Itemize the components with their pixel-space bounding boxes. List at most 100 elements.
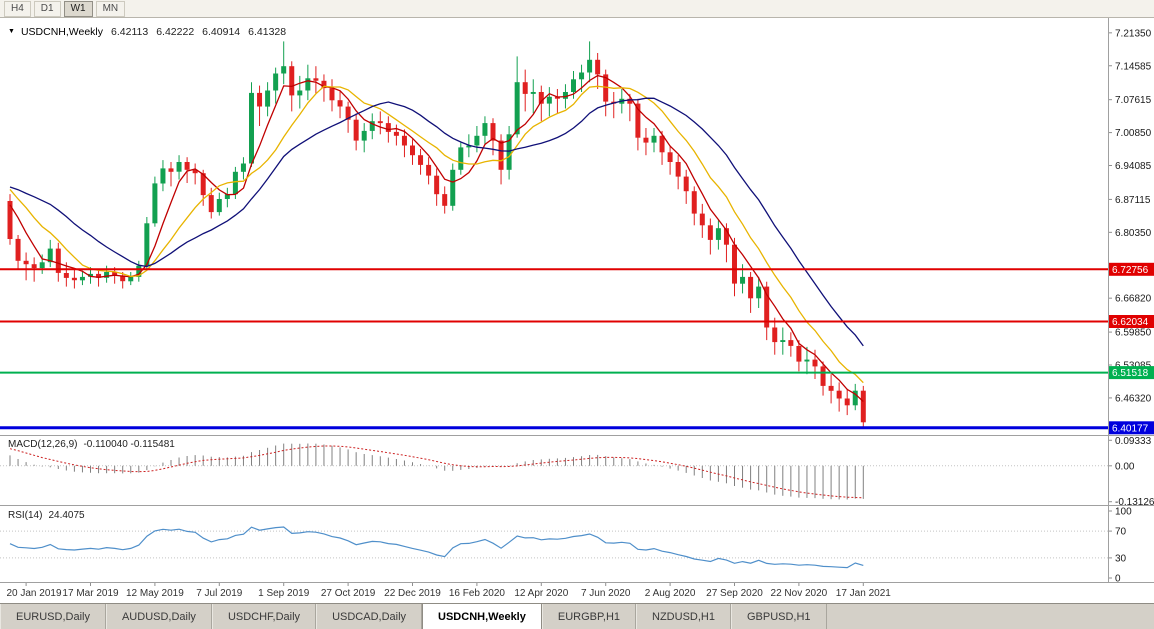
- candle-bull: [651, 135, 657, 143]
- candle-bull: [780, 340, 786, 342]
- candle-bear: [7, 201, 13, 239]
- candle-bear: [393, 131, 399, 136]
- timeframe-button-h4[interactable]: H4: [4, 0, 31, 17]
- candle-bull: [587, 59, 593, 73]
- candle-bull: [128, 276, 134, 282]
- macd-name: MACD(12,26,9): [8, 439, 78, 450]
- candle-bear: [313, 78, 319, 81]
- tab-usdcad-daily[interactable]: USDCAD,Daily: [316, 604, 423, 629]
- candle-bear: [860, 390, 866, 423]
- x-axis-label: 12 Apr 2020: [514, 588, 568, 599]
- candle-bear: [538, 92, 544, 104]
- candle-bear: [675, 162, 681, 177]
- candle-bear: [732, 244, 737, 284]
- tab-eurusd-daily[interactable]: EURUSD,Daily: [0, 604, 106, 629]
- candle-bear: [184, 162, 190, 170]
- candle-bear: [289, 66, 295, 96]
- x-axis-label: 7 Jul 2019: [196, 588, 243, 599]
- candle-bear: [353, 119, 359, 141]
- candle-bear: [635, 103, 641, 138]
- tab-usdcnh-weekly[interactable]: USDCNH,Weekly: [422, 604, 542, 629]
- ma-line-fast: [9, 74, 864, 402]
- candle-bull: [232, 171, 238, 195]
- tab-audusd-daily[interactable]: AUDUSD,Daily: [105, 604, 212, 629]
- candle-bear: [772, 327, 778, 343]
- candle-bull: [281, 66, 287, 74]
- tab-gbpusd-h1[interactable]: GBPUSD,H1: [730, 604, 827, 629]
- candle-bear: [96, 273, 102, 278]
- candle-bear: [683, 176, 689, 192]
- ma-line-slow: [9, 97, 864, 347]
- chart-title: ▼ USDCNH,Weekly 6.42113 6.42222 6.40914 …: [8, 26, 286, 38]
- candle-bear: [498, 140, 504, 170]
- candle-bear: [643, 137, 649, 143]
- candle-bear: [691, 191, 697, 214]
- chart-symbol-period: USDCNH,Weekly: [20, 26, 104, 38]
- candle-bull: [562, 92, 568, 99]
- candle-bear: [723, 228, 729, 245]
- candle-bear: [764, 286, 770, 328]
- candle-bear: [120, 275, 126, 282]
- candle-bull: [144, 223, 150, 266]
- quote-close: 6.41328: [248, 26, 287, 38]
- candle-bull: [216, 199, 222, 213]
- price-tag: [1109, 366, 1154, 380]
- candle-bull: [297, 90, 303, 96]
- candle-bull: [715, 228, 721, 240]
- tab-label: EURUSD,Daily: [16, 610, 90, 623]
- candle-bull: [240, 163, 246, 172]
- price-tag: [1109, 315, 1154, 328]
- price-tag-label: 6.40177: [1112, 423, 1149, 434]
- candle-bull: [740, 276, 746, 284]
- timeframe-button-d1[interactable]: D1: [33, 0, 61, 17]
- chart-area[interactable]: 7.21350 7.14585 7.07615 7.00850 6.94085 6.871…: [0, 18, 1154, 603]
- rsi-axis-label: 70: [1115, 527, 1127, 538]
- x-axis-label: 7 Jun 2020: [581, 588, 631, 599]
- candle-bull: [361, 130, 367, 141]
- y-axis-label: 6.46320: [1115, 393, 1152, 404]
- price-tag: [1109, 421, 1154, 435]
- tab-eurgbp-h1[interactable]: EURGBP,H1: [541, 604, 637, 629]
- chart-tabs-bar: EURUSD,Daily AUDUSD,Daily USDCHF,Daily U…: [0, 603, 1154, 629]
- candle-bear: [385, 123, 391, 132]
- tab-label: EURGBP,H1: [557, 610, 621, 623]
- candle-bull: [47, 248, 53, 263]
- candle-bear: [377, 121, 383, 124]
- candle-bull: [579, 72, 585, 80]
- candle-bear: [699, 213, 705, 226]
- candle-bull: [265, 90, 271, 107]
- candle-bull: [804, 359, 810, 362]
- candle-bull: [39, 262, 45, 269]
- timeframe-button-mn[interactable]: MN: [95, 0, 126, 17]
- candle-bear: [595, 59, 601, 75]
- candle-bear: [442, 194, 448, 206]
- y-axis-label: 6.94085: [1115, 161, 1152, 172]
- candle-bear: [836, 390, 842, 399]
- price-tag-label: 6.51518: [1112, 368, 1149, 379]
- candle-bull: [369, 121, 375, 131]
- candle-bear: [337, 100, 343, 107]
- tab-usdchf-daily[interactable]: USDCHF,Daily: [211, 604, 317, 629]
- x-axis-label: 27 Sep 2020: [706, 588, 763, 599]
- timeframe-button-w1[interactable]: W1: [63, 0, 93, 17]
- candle-bull: [546, 96, 552, 104]
- candle-bull: [466, 145, 472, 148]
- candle-bull: [482, 123, 488, 136]
- rsi-axis-label: 100: [1115, 507, 1132, 518]
- candle-bull: [506, 134, 512, 170]
- x-axis-label: 2 Aug 2020: [645, 588, 696, 599]
- candle-bull: [530, 92, 536, 94]
- candle-bear: [418, 155, 424, 165]
- candle-bull: [756, 286, 762, 299]
- tab-nzdusd-h1[interactable]: NZDUSD,H1: [636, 604, 731, 629]
- candle-bear: [23, 260, 29, 265]
- x-axis-label: 22 Nov 2020: [771, 588, 828, 599]
- chart-canvas[interactable]: 7.21350 7.14585 7.07615 7.00850 6.94085 6.871…: [0, 18, 1154, 603]
- x-axis-label: 17 Mar 2019: [62, 588, 119, 599]
- candle-bear: [490, 123, 496, 141]
- rsi-name: RSI(14): [8, 510, 43, 521]
- tab-label: GBPUSD,H1: [746, 610, 811, 623]
- candle-bull: [571, 79, 576, 92]
- y-axis-label: 6.80350: [1115, 228, 1152, 239]
- candle-bear: [748, 276, 754, 299]
